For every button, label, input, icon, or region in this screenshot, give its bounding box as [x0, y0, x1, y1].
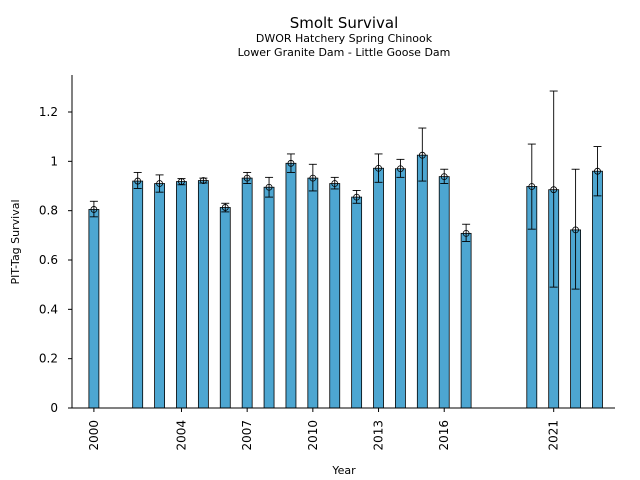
chart-title: Smolt Survival	[290, 14, 399, 32]
point-marker-2004	[178, 178, 185, 185]
x-tick-label: 2021	[547, 420, 561, 451]
point-marker-2013	[375, 164, 382, 172]
error-bar-2017	[462, 223, 471, 242]
bar-2006	[219, 207, 231, 409]
bar-2007	[241, 177, 253, 409]
error-bar-2016	[440, 168, 449, 184]
point-marker-2022	[572, 226, 579, 234]
point-marker-2000	[90, 206, 98, 213]
error-bar-2010	[308, 163, 317, 192]
point-marker-2014	[397, 165, 404, 173]
error-bar-2021	[549, 90, 558, 288]
bar-2015	[416, 154, 428, 409]
point-marker-2007	[243, 174, 251, 182]
error-bar-2011	[330, 176, 339, 190]
y-tick-label: 0.2	[39, 352, 58, 366]
error-bar-2013	[374, 153, 383, 183]
error-bar-2007	[243, 171, 252, 184]
error-bar-2005	[199, 177, 208, 184]
bar-2002	[132, 180, 144, 409]
bar-2010	[307, 177, 319, 409]
y-tick-label: 1	[50, 154, 58, 168]
bar-2008	[263, 186, 275, 409]
point-marker-2020	[528, 183, 536, 190]
x-tick-label: 2013	[372, 420, 386, 451]
bar-2013	[373, 167, 384, 409]
point-marker-2010	[309, 174, 317, 182]
error-bars-layer	[89, 90, 602, 290]
chart-subtitle-line2: Lower Granite Dam - Little Goose Dam	[238, 46, 451, 59]
bar-2005	[197, 180, 209, 409]
point-marker-2023	[594, 167, 601, 175]
point-marker-2006	[221, 204, 229, 211]
error-bar-2002	[133, 171, 142, 189]
point-marker-2021	[550, 186, 558, 194]
point-marker-2005	[199, 177, 207, 184]
y-ticks: 0 0.2 0.4 0.6 0.8 1 1.2	[39, 105, 72, 415]
bar-2016	[438, 176, 450, 409]
chart-subtitle-line1: DWOR Hatchery Spring Chinook	[256, 32, 433, 45]
y-tick-label: 0.6	[39, 253, 58, 267]
point-marker-2012	[353, 193, 361, 201]
y-tick-label: 1.2	[39, 105, 58, 119]
x-tick-label: 2016	[437, 420, 451, 451]
point-marker-2016	[440, 173, 448, 181]
bar-2003	[154, 183, 165, 409]
bar-2000	[88, 209, 100, 409]
point-marker-2009	[287, 159, 295, 167]
x-tick-label: 2004	[174, 420, 188, 451]
error-bar-2009	[286, 153, 295, 173]
error-bar-2022	[571, 168, 580, 290]
error-bar-2000	[89, 200, 98, 218]
x-tick-label: 2000	[87, 420, 101, 451]
error-bar-2020	[527, 143, 536, 230]
bar-2011	[329, 183, 341, 409]
error-bar-2008	[265, 176, 274, 198]
error-bar-2015	[418, 127, 427, 182]
point-marker-2008	[265, 183, 273, 191]
error-bar-2012	[352, 189, 361, 204]
bar-2014	[395, 168, 406, 409]
y-axis-label: PIT-Tag Survival	[9, 199, 22, 284]
point-marker-2003	[156, 180, 163, 187]
y-tick-label: 0.4	[39, 302, 58, 316]
markers-layer	[90, 151, 601, 237]
point-marker-2015	[418, 151, 426, 159]
x-tick-label: 2010	[306, 420, 320, 451]
error-bar-2014	[396, 158, 405, 178]
x-ticks: 2000 2004 2007 2010 2013 2016 2021	[87, 408, 561, 451]
x-axis-label: Year	[331, 464, 356, 477]
point-marker-2002	[134, 177, 142, 185]
error-bar-2023	[593, 146, 602, 197]
bar-2017	[460, 232, 472, 409]
bar-2012	[351, 196, 363, 409]
point-marker-2011	[331, 180, 339, 187]
x-tick-label: 2007	[240, 420, 254, 451]
error-bar-2003	[155, 174, 164, 193]
bars-layer	[88, 154, 603, 409]
bar-2023	[592, 170, 603, 409]
bar-2009	[285, 162, 297, 409]
y-tick-label: 0.8	[39, 204, 58, 218]
bar-2004	[176, 181, 187, 409]
y-tick-label: 0	[50, 401, 58, 415]
point-marker-2017	[462, 229, 470, 237]
